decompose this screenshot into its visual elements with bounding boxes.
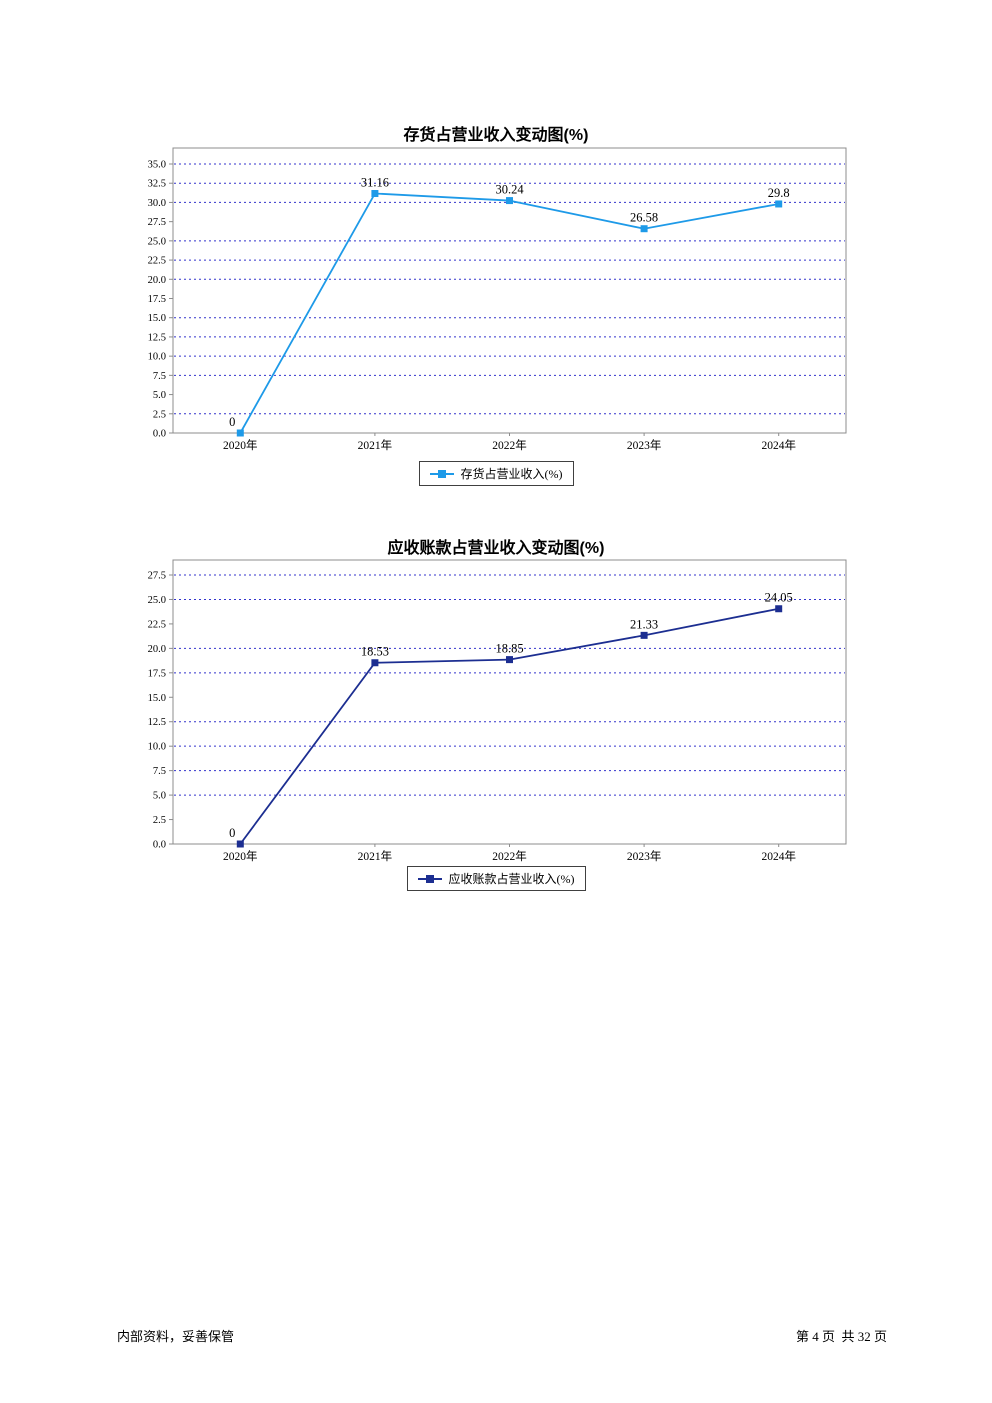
chart2-legend-label: 应收账款占营业收入(%) <box>448 872 575 886</box>
chart2-title: 应收账款占营业收入变动图(%) <box>387 540 605 557</box>
plot-border <box>172 559 847 845</box>
data-point-label: 18.85 <box>495 642 523 656</box>
data-point-marker <box>640 631 648 639</box>
data-point-label: 21.33 <box>630 617 658 631</box>
footer-confidentiality-note: 内部资料，妥善保管 <box>117 1329 235 1344</box>
chart2-plot-area: 0.0 2.5 5.0 7.5 10.0 12.5 15.0 17.5 20.0 22.5 25.0… <box>148 559 847 863</box>
legend-square-swatch <box>437 469 446 478</box>
data-point-marker <box>640 225 648 233</box>
chart1-legend-box: 存货占营业收入(%) <box>418 461 574 486</box>
y-axis-label: 35.0 <box>148 160 166 171</box>
y-axis-label: 10.0 <box>148 352 166 363</box>
y-axis-label: 17.5 <box>148 668 166 679</box>
chart2-legend-series-marker-icon <box>417 874 442 883</box>
data-point-marker <box>371 190 379 198</box>
y-axis-label: 10.0 <box>148 742 166 753</box>
y-axis-label: 2.5 <box>153 815 166 826</box>
y-axis-label: 5.0 <box>153 791 166 802</box>
legend-square-swatch <box>425 874 434 883</box>
data-point-marker <box>775 605 783 613</box>
y-axis-label: 27.5 <box>148 571 166 582</box>
y-axis-label: 12.5 <box>148 332 166 343</box>
x-axis-label: 2023年 <box>627 438 662 452</box>
y-axis-label: 0.0 <box>153 840 166 851</box>
y-axis-label: 17.5 <box>148 294 166 305</box>
footer-page-number: 第 4 页 共 32 页 <box>795 1329 887 1344</box>
data-point-marker <box>236 840 244 848</box>
y-axis-label: 12.5 <box>148 717 166 728</box>
x-axis-label: 2024年 <box>761 438 796 452</box>
y-axis-label: 0.0 <box>153 429 166 440</box>
data-point-marker <box>775 200 783 208</box>
y-axis-label: 7.5 <box>153 766 166 777</box>
data-point-marker <box>506 656 513 664</box>
x-axis-label: 2021年 <box>358 849 393 863</box>
chart2-legend-box: 应收账款占营业收入(%) <box>406 866 586 891</box>
y-axis-label: 32.5 <box>148 179 166 190</box>
chart1-legend-series-marker-icon <box>429 469 454 478</box>
y-axis-label: 30.0 <box>148 198 166 209</box>
y-axis-label: 20.0 <box>148 644 166 655</box>
x-axis-label: 2021年 <box>358 438 393 452</box>
y-axis-label: 7.5 <box>153 371 166 382</box>
y-axis-label: 22.5 <box>148 619 166 630</box>
y-axis-label: 20.0 <box>148 275 166 286</box>
x-axis-label: 2022年 <box>492 438 527 452</box>
y-axis-label: 5.0 <box>153 390 166 401</box>
data-point-label: 0 <box>229 415 235 429</box>
series-line <box>239 192 779 434</box>
y-axis-label: 2.5 <box>153 409 166 420</box>
chart1-title: 存货占营业收入变动图(%) <box>403 127 589 144</box>
x-axis-label: 2024年 <box>761 849 796 863</box>
chart1-legend-label: 存货占营业收入(%) <box>460 467 563 481</box>
y-axis-label: 22.5 <box>148 256 166 267</box>
x-axis-label: 2020年 <box>223 849 257 863</box>
data-point-marker <box>506 197 513 205</box>
chart2-legend: 应收账款占营业收入(%) <box>0 866 992 891</box>
x-axis-label: 2020年 <box>223 438 257 452</box>
y-axis-label: 25.0 <box>148 595 166 606</box>
chart1-legend: 存货占营业收入(%) <box>0 461 992 486</box>
data-point-label: 31.16 <box>361 176 389 190</box>
data-point-label: 0 <box>229 826 235 840</box>
x-axis-label: 2022年 <box>492 849 527 863</box>
y-axis-label: 15.0 <box>148 693 166 704</box>
data-point-marker <box>371 659 379 667</box>
data-point-label: 30.24 <box>495 183 524 197</box>
data-point-marker <box>236 429 244 437</box>
chart1-plot-area: 0.0 2.5 5.0 7.5 10.0 12.5 15.0 17.5 20.0 22.5 25.0… <box>148 147 847 452</box>
y-axis-label: 15.0 <box>148 313 166 324</box>
data-point-label: 29.8 <box>768 186 790 200</box>
data-point-label: 24.05 <box>765 591 793 605</box>
y-axis-label: 25.0 <box>148 236 166 247</box>
data-point-label: 18.53 <box>361 645 389 659</box>
x-axis-label: 2023年 <box>627 849 662 863</box>
data-point-label: 26.58 <box>630 211 658 225</box>
y-axis-label: 27.5 <box>148 217 166 228</box>
